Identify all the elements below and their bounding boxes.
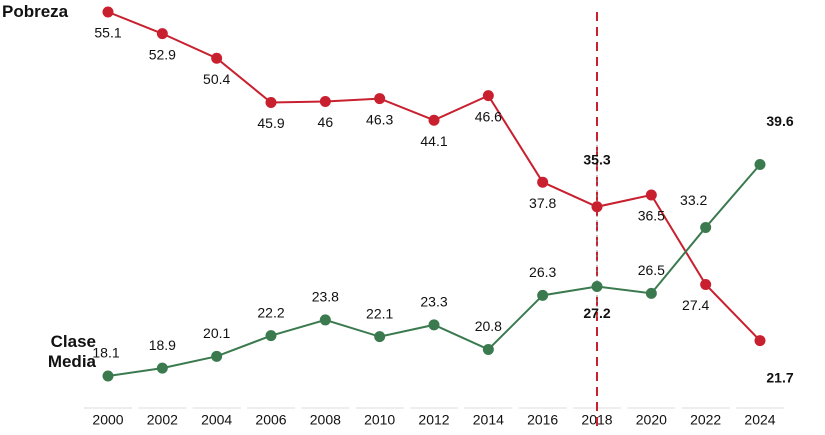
series-line	[107, 11, 761, 342]
data-label: 46.3	[366, 111, 393, 127]
point	[211, 350, 223, 362]
data-label: 46.6	[475, 108, 502, 124]
data-label: 22.1	[366, 305, 393, 321]
point	[265, 97, 277, 109]
data-label: 23.8	[312, 289, 339, 305]
data-label: 35.3	[583, 151, 610, 167]
point	[428, 114, 440, 126]
x-tick-label: 2012	[418, 412, 449, 428]
point	[428, 319, 440, 331]
data-label: 44.1	[420, 133, 447, 149]
point	[591, 201, 603, 213]
data-label: 20.8	[475, 318, 502, 334]
point	[482, 343, 494, 355]
point	[374, 331, 386, 343]
point	[102, 6, 114, 18]
point	[700, 221, 712, 233]
data-label: 27.4	[682, 297, 709, 313]
point	[754, 158, 766, 170]
point	[645, 287, 657, 299]
data-label: 22.2	[257, 304, 284, 320]
point	[537, 289, 549, 301]
point	[156, 28, 168, 40]
point	[537, 176, 549, 188]
data-label: 20.1	[203, 325, 230, 341]
point	[645, 189, 657, 201]
x-tick-label: 2022	[690, 412, 721, 428]
x-tick-label: 2014	[473, 412, 504, 428]
data-label: 46	[318, 114, 334, 130]
point	[319, 314, 331, 326]
point	[156, 362, 168, 374]
data-label: 55.1	[94, 25, 121, 41]
data-label: 18.9	[149, 337, 176, 353]
x-tick-label: 2006	[255, 412, 286, 428]
point	[319, 96, 331, 108]
x-tick-label: 2020	[636, 412, 667, 428]
data-label: 26.3	[529, 264, 556, 280]
data-label: 26.5	[638, 262, 665, 278]
x-tick-label: 2004	[201, 412, 232, 428]
point	[482, 90, 494, 102]
data-label: 45.9	[257, 115, 284, 131]
data-label: 18.1	[92, 345, 119, 361]
point	[102, 370, 114, 382]
series-label: Pobreza	[2, 2, 69, 21]
data-label: 37.8	[529, 195, 556, 211]
data-label: 27.2	[583, 305, 610, 321]
point	[211, 52, 223, 64]
point	[754, 335, 766, 347]
point	[265, 330, 277, 342]
x-tick-label: 2002	[147, 412, 178, 428]
point	[591, 280, 603, 292]
x-tick-label: 2016	[527, 412, 558, 428]
x-tick-label: 2008	[310, 412, 341, 428]
data-label: 52.9	[149, 46, 176, 62]
series-label: Clase Media	[47, 332, 96, 371]
data-label: 33.2	[680, 192, 707, 208]
x-tick-label: 2024	[744, 412, 775, 428]
data-label: 23.3	[420, 294, 447, 310]
point	[700, 279, 712, 291]
point	[374, 93, 386, 105]
x-tick-label: 2010	[364, 412, 395, 428]
data-label: 39.6	[766, 113, 793, 129]
data-label: 36.5	[638, 208, 665, 224]
data-label: 21.7	[766, 369, 793, 385]
data-label: 50.4	[203, 71, 230, 87]
x-tick-label: 2000	[92, 412, 123, 428]
